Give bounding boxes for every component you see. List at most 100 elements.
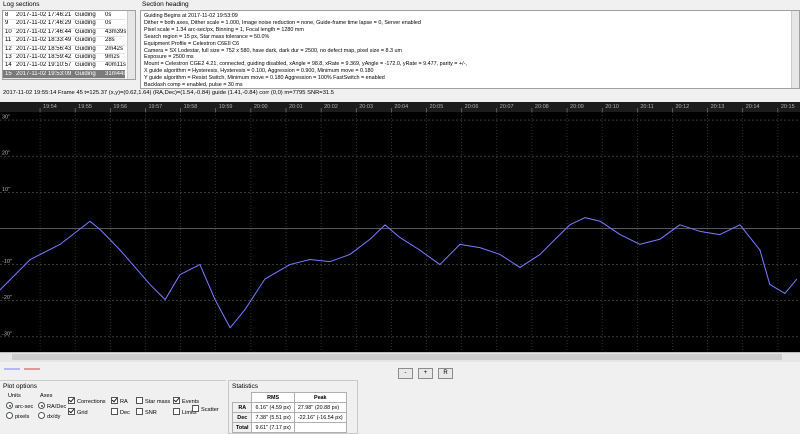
checkbox-label: SNR: [145, 410, 157, 416]
zoom-button[interactable]: -: [398, 368, 413, 379]
stat-value: 7.38'' (5.51 px): [251, 412, 295, 423]
log-cell: 15: [5, 70, 12, 77]
ra-trace: [0, 217, 798, 329]
x-tick-label: 20:12: [675, 104, 689, 110]
checkbox-option[interactable]: SNR: [136, 408, 157, 416]
scrollbar[interactable]: [127, 11, 135, 79]
zoom-button[interactable]: R: [438, 368, 453, 379]
radio-button: [6, 402, 13, 409]
log-cell: Guiding: [75, 45, 96, 52]
y-tick-label: -10'': [2, 259, 12, 265]
log-row[interactable]: 15 2017-11-02 19:53:09 Guiding 31m44s: [3, 69, 127, 79]
x-tick-label: 19:57: [148, 104, 162, 110]
log-cell: Guiding: [75, 28, 96, 35]
log-row[interactable]: 10 2017-11-02 17:46:44 Guiding 43m39s: [3, 28, 126, 38]
heading-line: Pixel scale = 1.34 arc-sec/px, Binning =…: [144, 26, 304, 33]
section-heading-text: Guiding Begins at 2017-11-02 19:53:09 Dit…: [140, 10, 800, 89]
log-cell: 2017-11-02 18:59:42: [16, 54, 72, 60]
y-tick-label: 30'': [2, 115, 10, 121]
stat-value: -22.16'' (-16.54 px): [293, 412, 347, 423]
checkbox-option[interactable]: Grid: [68, 408, 88, 416]
plot-options-title: Plot options: [3, 383, 37, 390]
log-cell: 2017-11-02 18:56:43: [16, 45, 72, 52]
log-cell: Guiding: [75, 37, 96, 44]
log-cell: Guiding: [75, 12, 96, 18]
log-cell: 9: [5, 20, 9, 27]
plot-options-panel: Plot options Units Axes arc-sec pixels RA/…: [0, 380, 226, 433]
log-row[interactable]: 11 2017-11-02 18:33:49 Guiding 28s: [3, 36, 125, 46]
zoom-buttons: - + R: [398, 368, 458, 380]
log-row[interactable]: 12 2017-11-02 18:56:43 Guiding 2m42s: [3, 45, 125, 54]
scroll-thumb[interactable]: [12, 354, 782, 360]
checkbox-option[interactable]: Star mass: [136, 397, 170, 405]
checkbox-label: Scatter: [201, 407, 219, 413]
corner-cell: [233, 393, 252, 403]
x-tick-label: 20:06: [465, 104, 479, 110]
checkbox-option[interactable]: Corrections: [68, 397, 106, 405]
checkbox: [136, 408, 143, 415]
units-option[interactable]: pixels: [6, 412, 29, 420]
x-tick-label: 19:58: [184, 104, 198, 110]
x-tick-label: 20:01: [289, 104, 303, 110]
log-cell: 28s: [105, 37, 115, 44]
log-row[interactable]: 9 2017-11-02 17:46:29 Guiding 0s: [3, 19, 125, 29]
log-cell: 2017-11-02 19:53:09: [16, 70, 72, 77]
stat-value: 27.98'' (20.88 px): [293, 402, 347, 413]
checkbox: [173, 408, 180, 415]
log-cell: 12: [5, 45, 12, 52]
checkbox-option[interactable]: Scatter: [192, 405, 219, 413]
heading-line: X guide algorithm = Hysteresis, Hysteres…: [144, 68, 374, 75]
log-cell: Guiding: [75, 20, 96, 27]
log-cell: 31m44s: [105, 70, 127, 77]
log-cell: 0s: [105, 12, 112, 18]
log-cell: Guiding: [75, 62, 96, 69]
y-tick-label: -30'': [2, 331, 12, 337]
option-label: pixels: [15, 414, 30, 420]
checkbox-label: RA: [120, 399, 128, 405]
log-cell: 2017-11-02 18:33:49: [16, 37, 72, 44]
log-cell: 2017-11-02 17:46:44: [16, 28, 72, 35]
zoom-button[interactable]: +: [418, 368, 433, 379]
log-cell: 11: [5, 37, 12, 44]
row-label: RA: [231, 402, 253, 413]
log-cell: 2017-11-02 19:10:57: [16, 62, 72, 69]
x-tick-label: 19:56: [113, 104, 127, 110]
heading-line: Mount = Celestron CGE2 4.21, connected, …: [144, 61, 467, 68]
checkbox-option[interactable]: Events: [173, 397, 199, 405]
option-label: RA/Dec: [47, 404, 67, 410]
axes-option[interactable]: dx/dy: [38, 412, 60, 420]
checkbox-label: Events: [182, 399, 200, 405]
checkbox: [192, 405, 199, 412]
statistics-row: RA 6.16'' (4.59 px) 27.98'' (20.88 px): [231, 402, 347, 413]
statistics-panel: Statistics RMS Peak RA 6.16'' (4.59 px) 27.9…: [228, 380, 358, 434]
statistics-table: RMS Peak RA 6.16'' (4.59 px) 27.98'' (20.88 …: [231, 392, 347, 433]
time-axis-band: [0, 102, 800, 112]
checkbox: [136, 397, 143, 404]
axes-option[interactable]: RA/Dec: [38, 402, 66, 410]
x-tick-label: 20:00: [254, 104, 268, 110]
units-option[interactable]: arc-sec: [6, 402, 33, 410]
checkbox-option[interactable]: RA: [111, 397, 128, 405]
radio-button: [38, 402, 45, 409]
log-cell: 10: [5, 28, 12, 35]
checkbox-option[interactable]: Dec: [111, 408, 130, 416]
checkbox-option[interactable]: Limits: [173, 408, 197, 416]
statistics-title: Statistics: [232, 383, 259, 390]
log-row[interactable]: 8 2017-11-02 17:46:21 Guiding 0s: [3, 11, 125, 21]
log-cell: 8: [5, 12, 9, 18]
header-cell: Peak: [293, 392, 347, 403]
checkbox: [68, 408, 75, 415]
horizontal-scrollbar[interactable]: [0, 352, 800, 362]
heading-line: Equipment Profile = Celestron C6EII C6: [144, 40, 240, 47]
log-row[interactable]: 13 2017-11-02 18:59:42 Guiding 9m2s: [3, 53, 125, 63]
scrollbar[interactable]: [791, 11, 799, 88]
row-label: Total: [231, 422, 253, 433]
heading-line: Guiding Begins at 2017-11-02 19:53:09: [144, 13, 238, 19]
row-label: Dec: [231, 412, 253, 423]
stat-value: 6.16'' (4.59 px): [251, 402, 295, 413]
axes-label: Axes: [40, 393, 53, 399]
checkbox-label: Star mass: [145, 399, 171, 405]
option-label: arc-sec: [15, 404, 34, 410]
x-tick-label: 20:11: [640, 104, 653, 110]
